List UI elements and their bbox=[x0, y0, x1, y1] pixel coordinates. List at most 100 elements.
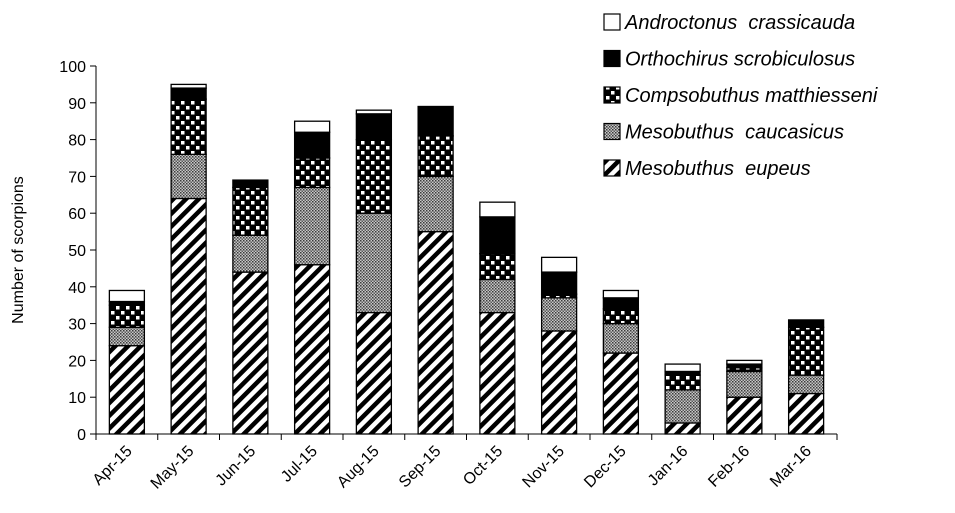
bar-segment bbox=[602, 289, 640, 299]
legend-item: Compsobuthus matthiesseni bbox=[603, 85, 878, 107]
bar-segment bbox=[355, 109, 393, 115]
bar-segment bbox=[726, 359, 763, 365]
legend-swatch bbox=[603, 13, 621, 31]
bar-segment bbox=[355, 138, 393, 214]
bar-segment bbox=[602, 352, 640, 435]
bar-segment bbox=[726, 370, 763, 398]
y-axis: 0 10 20 30 40 50 60 70 80 90 100 bbox=[59, 59, 97, 444]
x-tick-label: Aug-15 bbox=[334, 443, 383, 492]
legend-swatch bbox=[603, 159, 621, 177]
bar-segment bbox=[355, 113, 393, 141]
bar-segment bbox=[540, 330, 578, 435]
bar-stack-Dec-15 bbox=[602, 289, 640, 435]
x-tick-label: Oct-15 bbox=[460, 443, 506, 489]
bar-segment bbox=[787, 392, 825, 435]
bar-segment bbox=[170, 197, 207, 435]
x-tick-label: Jul-15 bbox=[278, 443, 321, 486]
bar-stack-Feb-16 bbox=[726, 359, 763, 435]
bar-segment bbox=[108, 304, 146, 328]
x-tick-label: May-15 bbox=[148, 443, 198, 493]
bar-stack-Jun-15 bbox=[232, 179, 269, 435]
bar-segment bbox=[232, 186, 269, 236]
bar-segment bbox=[232, 234, 269, 273]
bar-segment bbox=[479, 201, 516, 218]
bar-segment bbox=[479, 278, 516, 314]
y-tick-label: 100 bbox=[59, 59, 86, 76]
legend-item: Mesobuthus caucasicus bbox=[603, 122, 844, 144]
bar-segment bbox=[664, 374, 701, 391]
y-tick-label: 40 bbox=[68, 280, 86, 297]
legend-label: Mesobuthus caucasicus bbox=[625, 122, 844, 144]
bar-segment bbox=[417, 105, 454, 137]
bar-stack-Nov-15 bbox=[540, 256, 578, 435]
bar-segment bbox=[293, 120, 331, 133]
legend-swatch bbox=[603, 122, 621, 141]
bar-stack-Mar-16 bbox=[787, 319, 825, 435]
legend-swatch bbox=[603, 49, 621, 68]
bar-segment bbox=[293, 186, 331, 266]
bar-segment bbox=[108, 345, 146, 435]
bar-segment bbox=[540, 271, 578, 295]
y-tick-label: 30 bbox=[68, 317, 86, 334]
bar-segment bbox=[232, 271, 269, 435]
bar-segment bbox=[479, 253, 516, 281]
y-tick-label: 80 bbox=[68, 133, 86, 150]
bar-stack-May-15 bbox=[170, 83, 207, 435]
bar-segment bbox=[726, 396, 763, 435]
bar-segment bbox=[602, 308, 640, 325]
bar-stack-Apr-15 bbox=[108, 289, 146, 435]
bar-segment bbox=[664, 422, 701, 435]
x-tick-label: Apr-15 bbox=[90, 443, 136, 489]
legend-label: Orthochirus scrobiculosus bbox=[625, 49, 855, 71]
y-tick-label: 60 bbox=[68, 206, 86, 223]
y-tick-label: 90 bbox=[68, 96, 86, 113]
bar-segment bbox=[170, 98, 207, 155]
legend-item: Orthochirus scrobiculosus bbox=[603, 49, 855, 71]
bar-segment bbox=[787, 374, 825, 395]
legend-item: Mesobuthus eupeus bbox=[603, 158, 811, 180]
x-axis: Apr-15 May-15 Jun-15 Jul-15 Aug-15 Sep-15 Oct-… bbox=[90, 433, 838, 493]
bar-segment bbox=[293, 131, 331, 159]
y-tick-label: 70 bbox=[68, 169, 86, 186]
bar-segment bbox=[170, 87, 207, 100]
legend: Androctonus crassicauda Orthochirus scrob… bbox=[603, 12, 878, 180]
x-tick-label: Dec-15 bbox=[581, 443, 630, 492]
bar-segment bbox=[602, 322, 640, 354]
bar-segment bbox=[170, 83, 207, 89]
x-tick-label: Jan-16 bbox=[645, 443, 692, 490]
y-tick-label: 20 bbox=[68, 353, 86, 370]
bar-segment bbox=[417, 135, 454, 178]
bar-segment bbox=[355, 212, 393, 314]
bar-stack-Jan-16 bbox=[664, 363, 701, 435]
bar-segment bbox=[787, 326, 825, 376]
bar-stack-Aug-15 bbox=[355, 109, 393, 435]
bars bbox=[108, 83, 825, 435]
legend-label: Mesobuthus eupeus bbox=[625, 158, 811, 180]
bar-stack-Sep-15 bbox=[417, 105, 454, 435]
bar-segment bbox=[417, 175, 454, 233]
legend-label: Compsobuthus matthiesseni bbox=[625, 85, 878, 107]
x-tick-label: Feb-16 bbox=[705, 443, 753, 491]
legend-label: Androctonus crassicauda bbox=[624, 12, 855, 34]
bar-segment bbox=[232, 179, 269, 189]
bar-segment bbox=[787, 319, 825, 328]
x-tick-label: Nov-15 bbox=[519, 443, 568, 492]
bar-segment bbox=[108, 326, 146, 347]
bar-segment bbox=[479, 216, 516, 255]
bar-segment bbox=[293, 157, 331, 189]
bar-segment bbox=[417, 230, 454, 435]
legend-swatch bbox=[603, 86, 621, 104]
y-tick-label: 10 bbox=[68, 390, 86, 407]
x-tick-label: Mar-16 bbox=[767, 443, 815, 491]
bar-segment bbox=[479, 311, 516, 435]
bar-segment bbox=[108, 289, 146, 303]
x-tick-label: Sep-15 bbox=[396, 443, 445, 492]
x-tick-label: Jun-15 bbox=[213, 443, 260, 490]
bar-segment bbox=[355, 311, 393, 435]
bar-stack-Oct-15 bbox=[479, 201, 516, 435]
y-tick-label: 50 bbox=[68, 243, 86, 260]
bar-segment bbox=[540, 256, 578, 273]
bar-segment bbox=[293, 264, 331, 435]
bar-segment bbox=[170, 153, 207, 200]
